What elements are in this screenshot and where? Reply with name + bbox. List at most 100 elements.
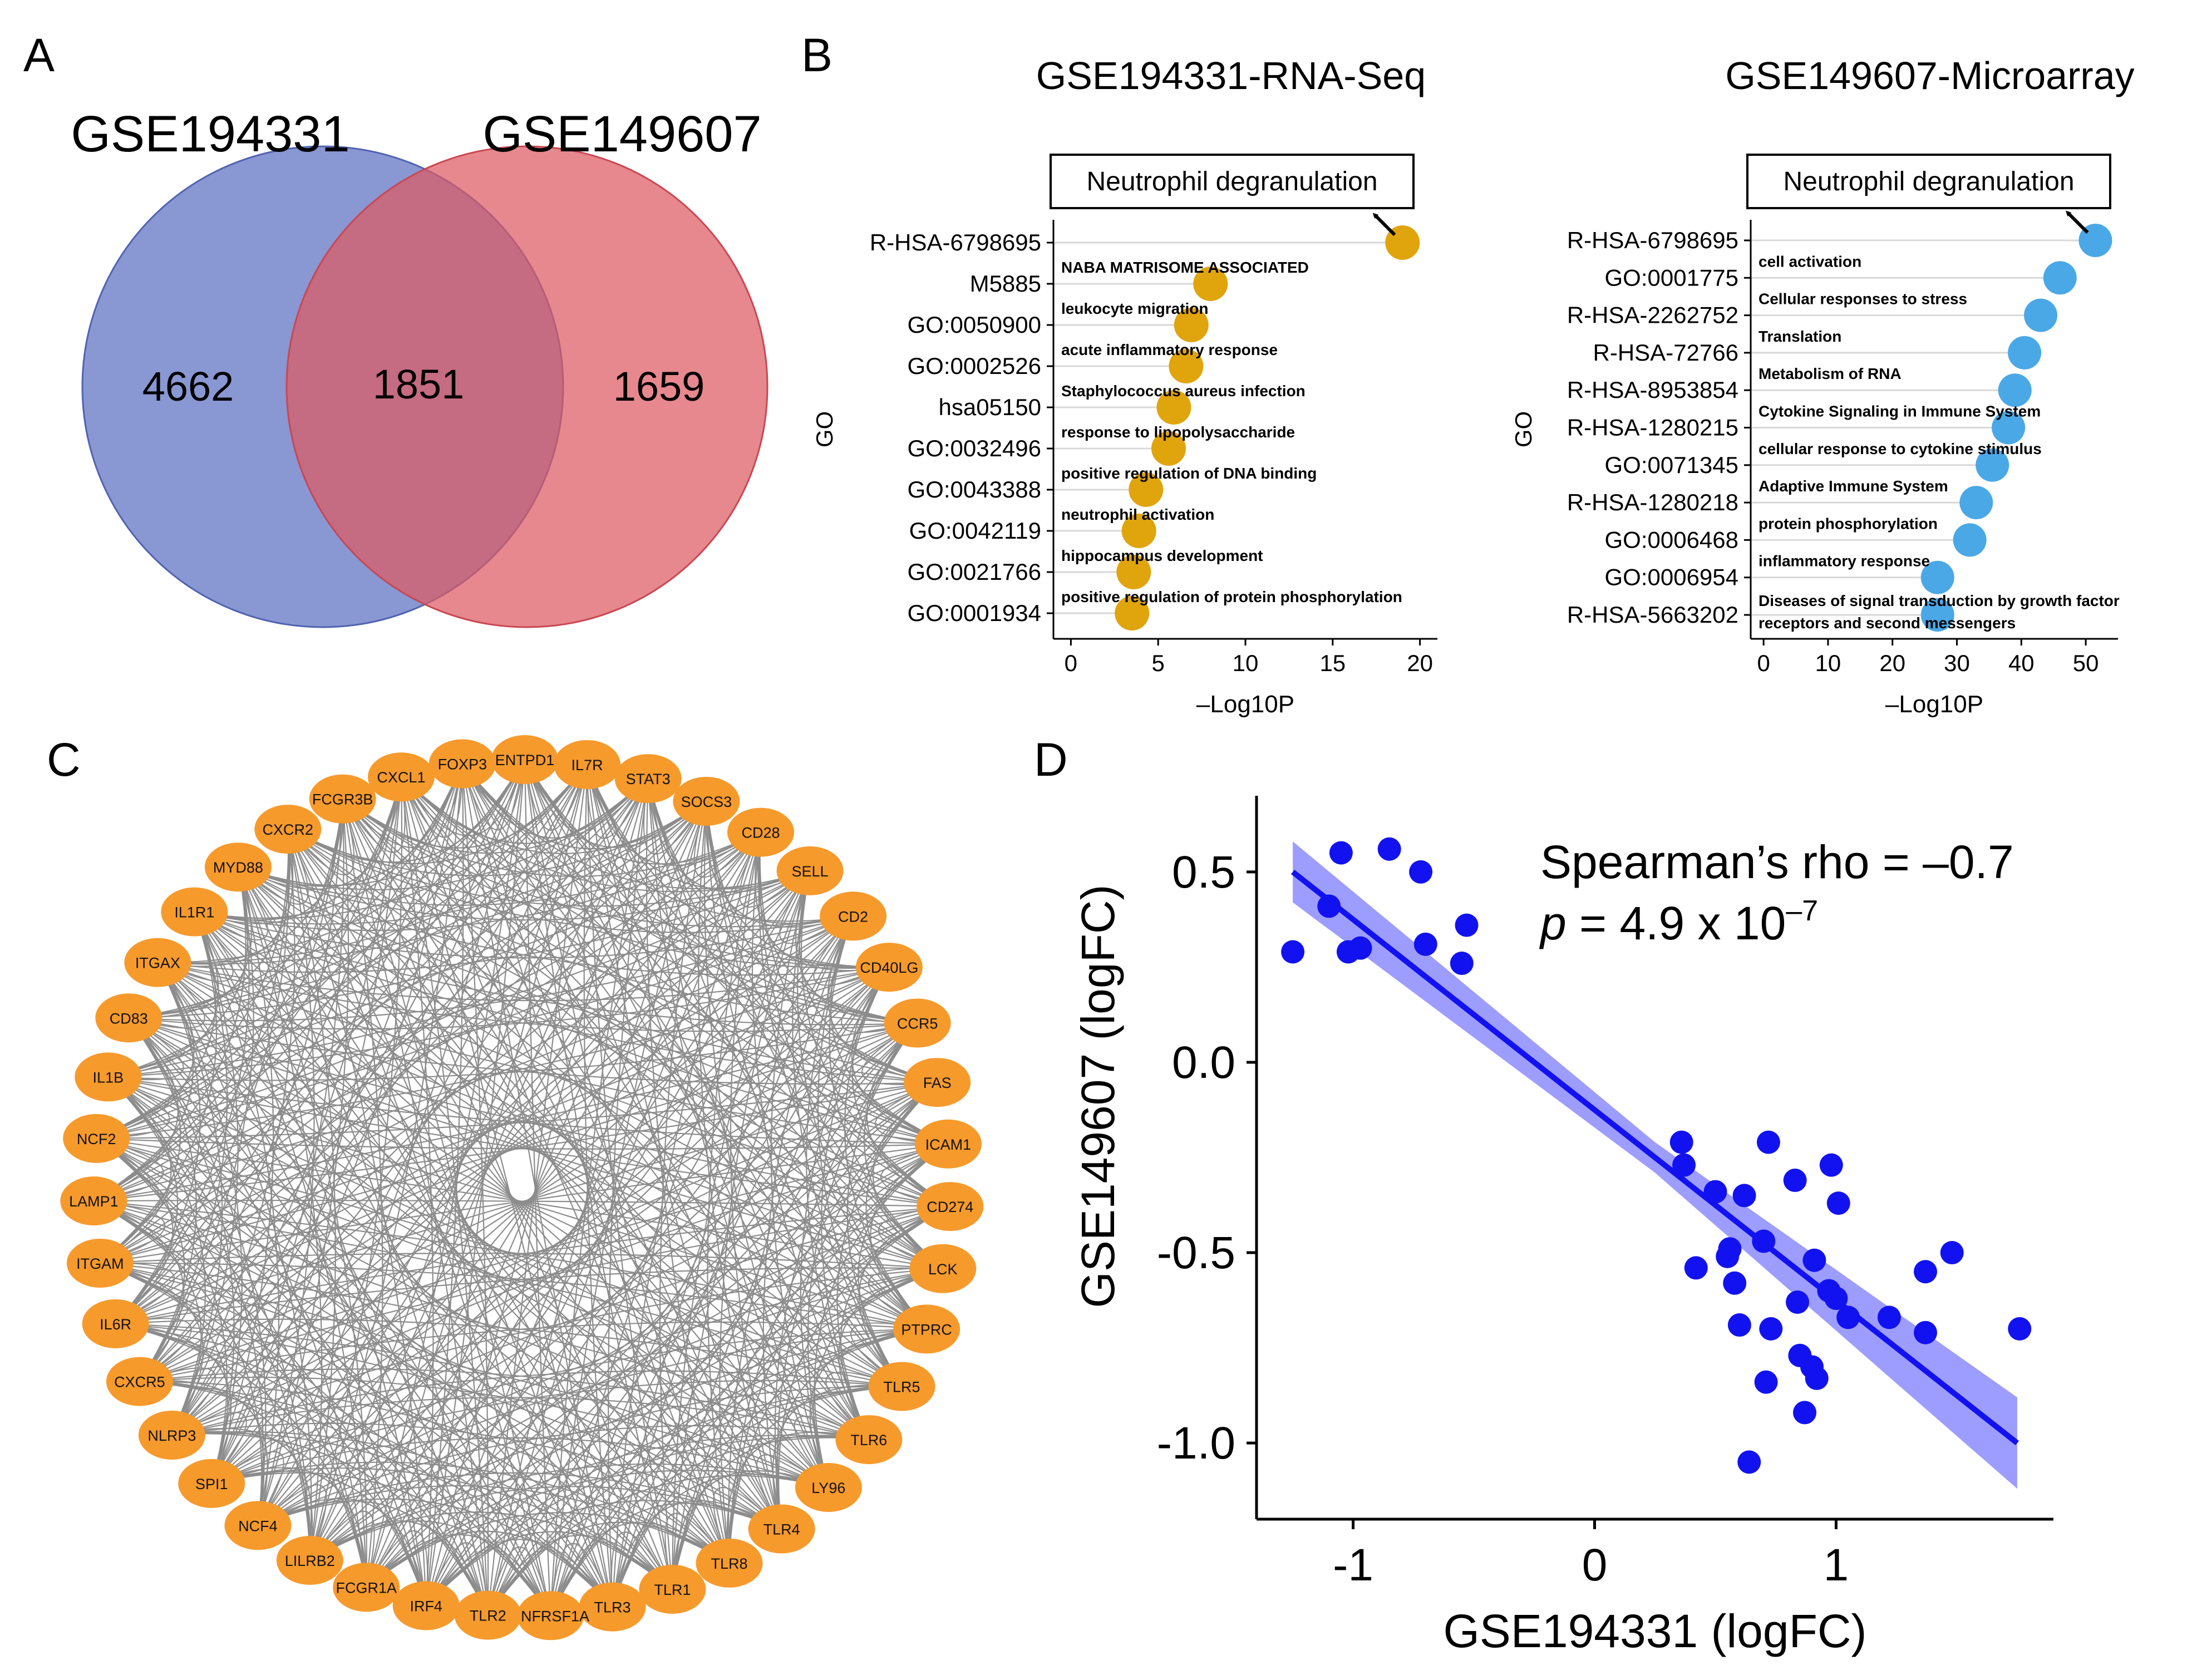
- panel-label-d: D: [1034, 733, 1068, 786]
- lollipop-chart-microarray: GSE149607-Microarray R-HSA-6798695 GO:000…: [1510, 54, 2135, 718]
- venn-circle-gse149607: [285, 145, 769, 628]
- rnaseq-desc-m5885: NABA MATRISOME ASSOCIATED: [1061, 259, 1309, 276]
- network-node-shape-il6r: [82, 1299, 149, 1348]
- rnaseq-desc-go-0042119: neutrophil activation: [1061, 506, 1214, 523]
- network-edge-sell-il1b: [108, 870, 811, 1078]
- microarray-annotation-arrow: [2065, 210, 2089, 234]
- network-node-irf4: IRF4: [392, 1581, 460, 1630]
- network-node-cd274: CD274: [917, 1182, 984, 1231]
- network-edge-ly96-il1b: [107, 1076, 829, 1488]
- network-edge-tnfrsf1a-cd83: [128, 1017, 551, 1616]
- network-edge-ncf2-itgax: [96, 962, 195, 1139]
- rnaseq-point-go-0001934: [1115, 596, 1150, 630]
- rnaseq-point-go-0050900: [1174, 308, 1209, 342]
- rnaseq-desc-go-0050900: leukocyte migration: [1061, 300, 1209, 317]
- network-node-label-itgam: ITGAM: [76, 1255, 124, 1272]
- network-edge-cd274-tlr5: [858, 1206, 950, 1387]
- network-node-cd83: CD83: [95, 993, 162, 1043]
- network-edge-il6r-cxcl1: [115, 777, 402, 1324]
- network-node-tnfrsf1a: TNFRSF1A: [511, 1591, 589, 1640]
- network-node-label-ncf2: NCF2: [77, 1131, 116, 1147]
- rnaseq-ylabel-m5885: M5885: [970, 270, 1041, 297]
- scatter-point-40: [1805, 1366, 1829, 1390]
- network-edge-cxcr2-fcgr3b: [287, 799, 355, 876]
- network-edge-cd274-lilrb2: [309, 1206, 950, 1561]
- rnaseq-point-go-0043388: [1129, 472, 1164, 507]
- network-edge-lck-fcgr3b: [342, 798, 943, 1269]
- network-node-label-cd274: CD274: [927, 1199, 973, 1215]
- scatter-ytick-label-0: 0.5: [1172, 847, 1235, 898]
- scatter-point-17: [1727, 1313, 1751, 1337]
- network-node-shape-tlr3: [579, 1582, 646, 1632]
- network-edge-cd28-lamp1: [93, 831, 761, 1202]
- network-node-label-fas: FAS: [923, 1075, 952, 1091]
- network-edge-entpd1-tlr8: [524, 759, 730, 1564]
- scatter-point-24: [1783, 1169, 1807, 1193]
- network-node-label-tnfrsf1a: TNFRSF1A: [511, 1608, 589, 1624]
- network-edge-ptprc-ly96: [809, 1328, 927, 1488]
- network-node-cd28: CD28: [727, 807, 795, 857]
- network-node-ncf4: NCF4: [224, 1501, 292, 1550]
- scatter-point-16: [1723, 1271, 1747, 1295]
- network-edge-cd40lg-itgax: [157, 962, 890, 1002]
- network-edge-tlr8-lamp1: [93, 1200, 730, 1564]
- network-edge-irf4-cxcl1: [400, 777, 434, 1606]
- network-edge-tlr2-cxcl1: [400, 777, 489, 1615]
- network-edge-lamp1-cd83: [93, 1017, 179, 1202]
- ylabel-scatter: GSE149607 (logFC): [1072, 884, 1124, 1308]
- network-node-shape-itgax: [124, 938, 191, 987]
- scatter-ytick-label-1: 0.0: [1172, 1037, 1235, 1088]
- rnaseq-ylabel-go-0001934: GO:0001934: [907, 600, 1041, 626]
- network-node-lck: LCK: [909, 1244, 977, 1293]
- network-node-tlr3: TLR3: [579, 1582, 646, 1632]
- network-edge-cd2-fcgr1a: [366, 915, 854, 1588]
- stat-label-spearman: Spearman’s rho = –0.7: [1540, 836, 2014, 888]
- network-edge-il7r-lilrb2: [309, 764, 588, 1561]
- network-edge-il1r1-fcgr3b: [194, 799, 344, 924]
- network-node-shape-cd274: [917, 1182, 984, 1231]
- network-edge-tlr8-itgax: [157, 962, 730, 1564]
- network-node-ptprc: PTPRC: [893, 1304, 960, 1354]
- network-edge-ptprc-spi1: [211, 1328, 927, 1484]
- network-edge-il7r-tlr1: [587, 764, 673, 1590]
- network-edge-il1b-fcgr3b: [108, 799, 343, 1078]
- scatter-point-33: [1826, 1191, 1850, 1215]
- scatter-point-11: [1672, 1153, 1696, 1177]
- network-edge-ccr5-cxcr2: [287, 829, 918, 1024]
- network-node-shape-ncf2: [63, 1114, 130, 1163]
- network-node-icam1: ICAM1: [914, 1119, 982, 1169]
- network-node-ly96: LY96: [795, 1463, 862, 1513]
- network-node-label-il6r: IL6R: [100, 1316, 131, 1333]
- network-edge-nlrp3-cxcl1: [171, 777, 402, 1436]
- network-node-label-tlr8: TLR8: [711, 1555, 747, 1572]
- network-node-label-tlr6: TLR6: [850, 1432, 887, 1449]
- microarray-xtick-label-0: 0: [1757, 650, 1770, 676]
- network-node-ccr5: CCR5: [884, 998, 951, 1048]
- scatter-ytick-label-3: -1.0: [1157, 1418, 1235, 1469]
- network-node-shape-il7r: [554, 740, 621, 789]
- network-edge-ptprc-lamp1: [93, 1200, 927, 1330]
- rnaseq-annotation-arrow: [1372, 213, 1396, 237]
- network-node-shape-il1b: [75, 1052, 142, 1102]
- network-edge-spi1-cxcl1: [211, 777, 402, 1484]
- network-edge-tlr3-irf4: [425, 1539, 613, 1608]
- network-node-shape-sell: [776, 846, 844, 895]
- network-node-label-lamp1: LAMP1: [69, 1193, 119, 1210]
- network-node-label-cd40lg: CD40LG: [860, 959, 918, 976]
- network-edge-spi1-myd88: [211, 866, 274, 1484]
- network-node-shape-spi1: [178, 1459, 245, 1508]
- network-edge-lamp1-myd88: [93, 866, 247, 1202]
- network-node-shape-lamp1: [60, 1176, 127, 1226]
- network-edge-ncf4-fcgr3b: [257, 799, 349, 1526]
- network-edge-stat3-tlr3: [608, 778, 649, 1607]
- rnaseq-annotation-box: [1050, 154, 1415, 209]
- scatter-point-12: [1684, 1256, 1708, 1280]
- rnaseq-desc-go-0043388: positive regulation of DNA binding: [1061, 465, 1317, 482]
- network-node-label-tlr4: TLR4: [763, 1521, 800, 1538]
- microarray-annotation-label: Neutrophil degranulation: [1783, 167, 2074, 196]
- scatter-xtick-label-0: -1: [1333, 1540, 1373, 1590]
- microarray-desc-r-hsa-5663202: Diseases of signal transduction by growt…: [1758, 592, 2120, 609]
- network-edge-lck-itgam: [100, 1253, 943, 1269]
- network-node-label-cxcr2: CXCR2: [263, 821, 314, 838]
- network-edge-il1b-myd88: [108, 866, 249, 1078]
